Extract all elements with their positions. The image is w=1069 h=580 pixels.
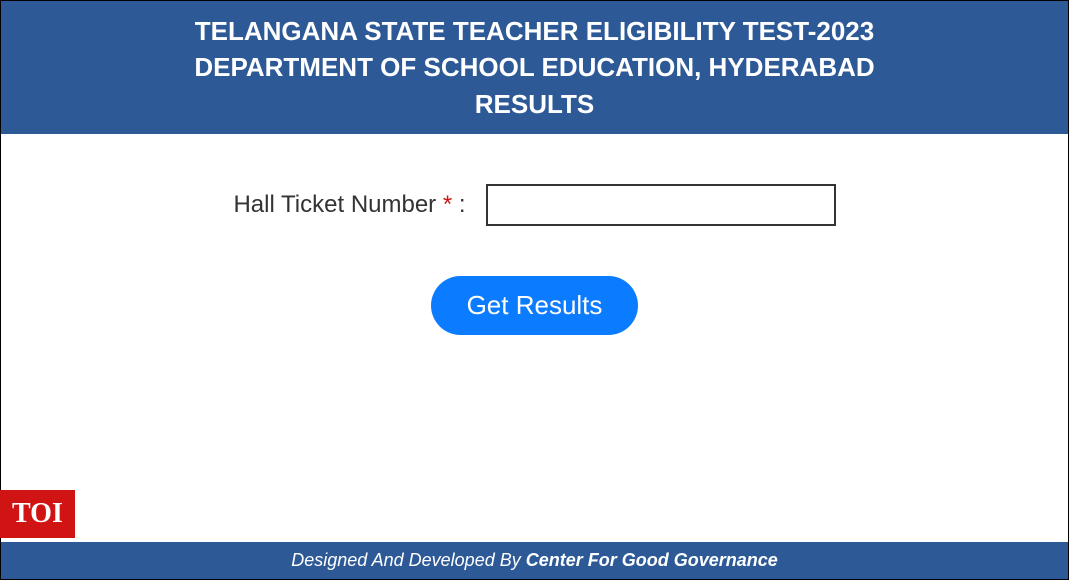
form-row: Hall Ticket Number * : xyxy=(233,184,835,226)
label-suffix: : xyxy=(452,191,465,218)
required-asterisk: * xyxy=(443,191,452,218)
header-line-3: RESULTS xyxy=(21,86,1048,122)
hall-ticket-label: Hall Ticket Number * : xyxy=(233,191,465,219)
footer-org-name: Center For Good Governance xyxy=(526,550,778,570)
footer-prefix: Designed And Developed By xyxy=(291,550,525,570)
header-line-2: DEPARTMENT OF SCHOOL EDUCATION, HYDERABA… xyxy=(21,49,1048,85)
page-container: TELANGANA STATE TEACHER ELIGIBILITY TEST… xyxy=(0,0,1069,580)
get-results-button[interactable]: Get Results xyxy=(431,276,639,335)
toi-badge: TOI xyxy=(0,490,75,538)
content-area: Hall Ticket Number * : Get Results xyxy=(1,134,1068,542)
page-footer: Designed And Developed By Center For Goo… xyxy=(1,542,1068,579)
hall-ticket-input[interactable] xyxy=(486,184,836,226)
label-text: Hall Ticket Number xyxy=(233,191,442,218)
header-line-1: TELANGANA STATE TEACHER ELIGIBILITY TEST… xyxy=(21,13,1048,49)
page-header: TELANGANA STATE TEACHER ELIGIBILITY TEST… xyxy=(1,1,1068,134)
